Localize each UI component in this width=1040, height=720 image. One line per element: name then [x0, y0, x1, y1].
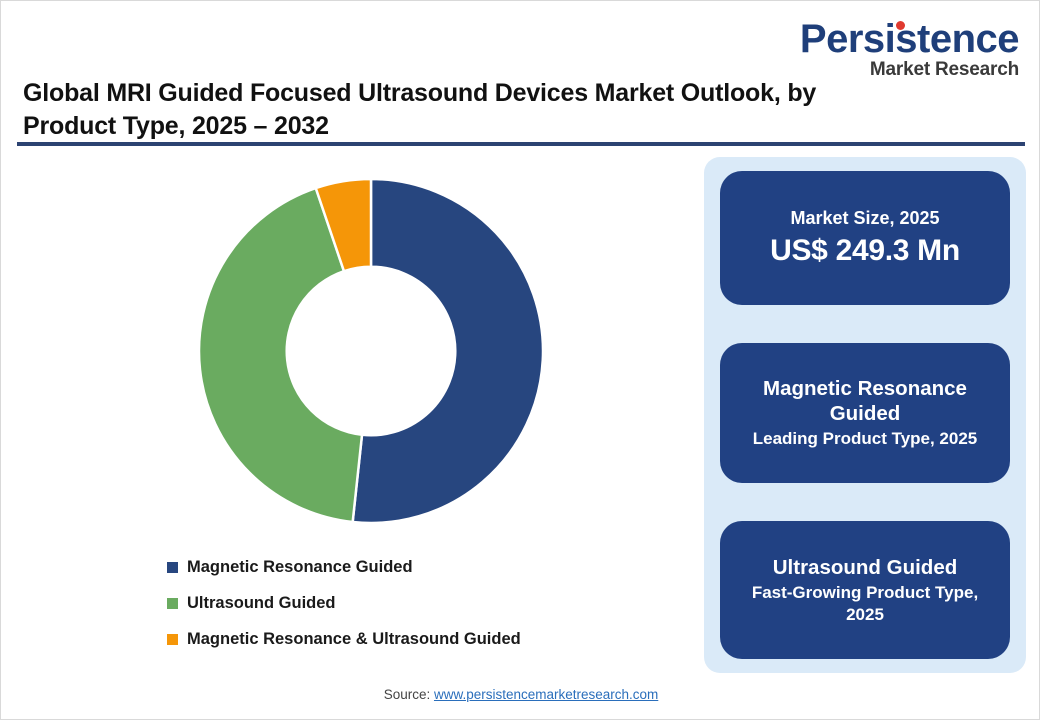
kpi-fast-growing-product-type-sub: Fast-Growing Product Type, 2025	[751, 583, 979, 624]
legend-swatch-blue	[167, 561, 178, 573]
source-url-link[interactable]: www.persistencemarketresearch.com	[433, 687, 659, 702]
logo-wordmark-text: Persistence	[799, 17, 1020, 61]
donut-slice	[199, 186, 364, 523]
chart-legend: Magnetic Resonance Guided Ultrasound Gui…	[167, 549, 667, 657]
title-divider	[17, 142, 1025, 146]
legend-swatch-green	[167, 597, 178, 609]
company-logo: Persistence Market Research	[789, 17, 1020, 80]
donut-slice	[351, 179, 543, 523]
page-title: Global MRI Guided Focused Ultrasound Dev…	[23, 79, 817, 140]
legend-item-magnetic-resonance-guided: Magnetic Resonance Guided	[167, 549, 667, 585]
logo-tagline: Market Research	[869, 59, 1019, 80]
kpi-fast-growing-product-type-heading: Ultrasound Guided	[772, 556, 958, 580]
kpi-market-size-label: Market Size, 2025	[790, 207, 940, 228]
kpi-card-fast-growing-product-type: Ultrasound Guided Fast-Growing Product T…	[720, 521, 1010, 659]
legend-item-ultrasound-guided: Ultrasound Guided	[167, 585, 667, 621]
kpi-leading-product-type-sub: Leading Product Type, 2025	[752, 429, 978, 449]
logo-wordmark: Persistence	[789, 17, 1020, 61]
legend-label-ultrasound-guided: Ultrasound Guided	[187, 593, 336, 612]
legend-label-magnetic-resonance-and-ultrasound-guided: Magnetic Resonance & Ultrasound Guided	[187, 629, 521, 648]
legend-swatch-orange	[167, 633, 178, 645]
legend-item-magnetic-resonance-and-ultrasound-guided: Magnetic Resonance & Ultrasound Guided	[167, 621, 667, 657]
kpi-card-market-size: Market Size, 2025 US$ 249.3 Mn	[720, 171, 1010, 305]
donut-slice	[314, 179, 373, 273]
kpi-panel: Market Size, 2025 US$ 249.3 Mn Magnetic …	[704, 157, 1026, 673]
donut-slice-group	[199, 179, 543, 523]
kpi-leading-product-type-heading: Magnetic Resonance Guided	[763, 377, 967, 426]
logo-dot-icon	[896, 21, 905, 30]
kpi-market-size-value: US$ 249.3 Mn	[770, 234, 960, 268]
donut-chart	[199, 179, 543, 523]
kpi-card-leading-product-type: Magnetic Resonance Guided Leading Produc…	[720, 343, 1010, 483]
legend-label-magnetic-resonance-guided: Magnetic Resonance Guided	[187, 557, 413, 576]
donut-chart-svg	[199, 179, 543, 523]
source-line: Source: www.persistencemarketresearch.co…	[1, 687, 1039, 702]
source-prefix: Source:	[383, 687, 434, 702]
